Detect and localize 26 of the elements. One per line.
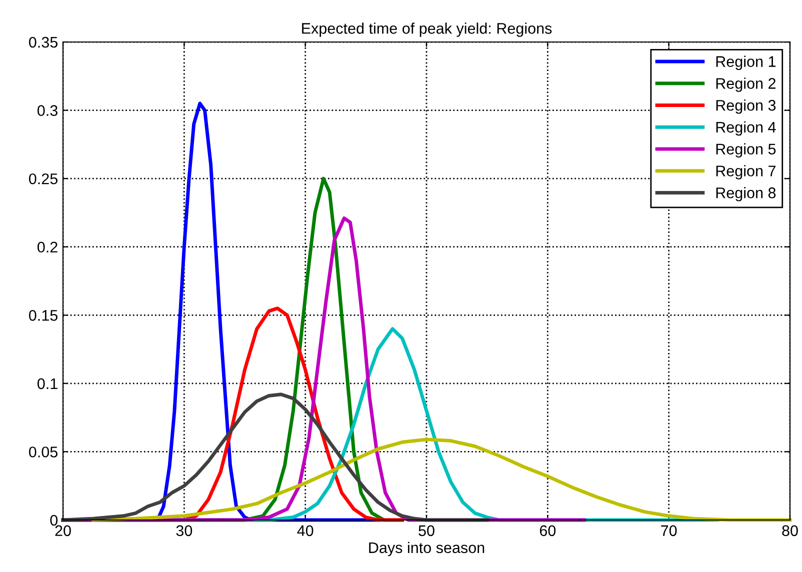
- line-series: [92, 438, 792, 522]
- x-tick-label: 60: [540, 525, 556, 536]
- y-tick-label: 0.35: [29, 36, 58, 48]
- x-tick-label: 80: [782, 525, 798, 536]
- legend-label: Region 8: [716, 187, 776, 202]
- y-tick-label: 0.05: [29, 446, 58, 458]
- legend-label: Region 3: [716, 100, 776, 114]
- y-tick-label: 0.3: [38, 105, 58, 116]
- line-series: [61, 392, 489, 522]
- legend-label: Region 2: [716, 78, 776, 92]
- y-tick-label: 0.25: [29, 173, 58, 184]
- x-tick-label: 30: [176, 525, 192, 536]
- x-tick-label: 50: [418, 525, 434, 536]
- legend-label: Region 1: [716, 56, 776, 70]
- x-tick-label: 20: [55, 525, 71, 536]
- y-tick-label: 0.15: [29, 310, 58, 321]
- x-tick-label: 70: [661, 525, 677, 536]
- legend-label: Region 4: [716, 121, 776, 136]
- legend-label: Region 7: [716, 165, 776, 180]
- x-tick-label: 40: [297, 525, 314, 536]
- legend-label: Region 5: [716, 143, 776, 158]
- y-tick-label: 0: [50, 514, 58, 526]
- x-axis-title: Days into season: [369, 542, 484, 556]
- y-tick-label: 0.1: [38, 378, 58, 390]
- y-tick-label: 0.2: [38, 242, 58, 253]
- chart-title: Expected time of peak yield: Regions: [302, 22, 552, 37]
